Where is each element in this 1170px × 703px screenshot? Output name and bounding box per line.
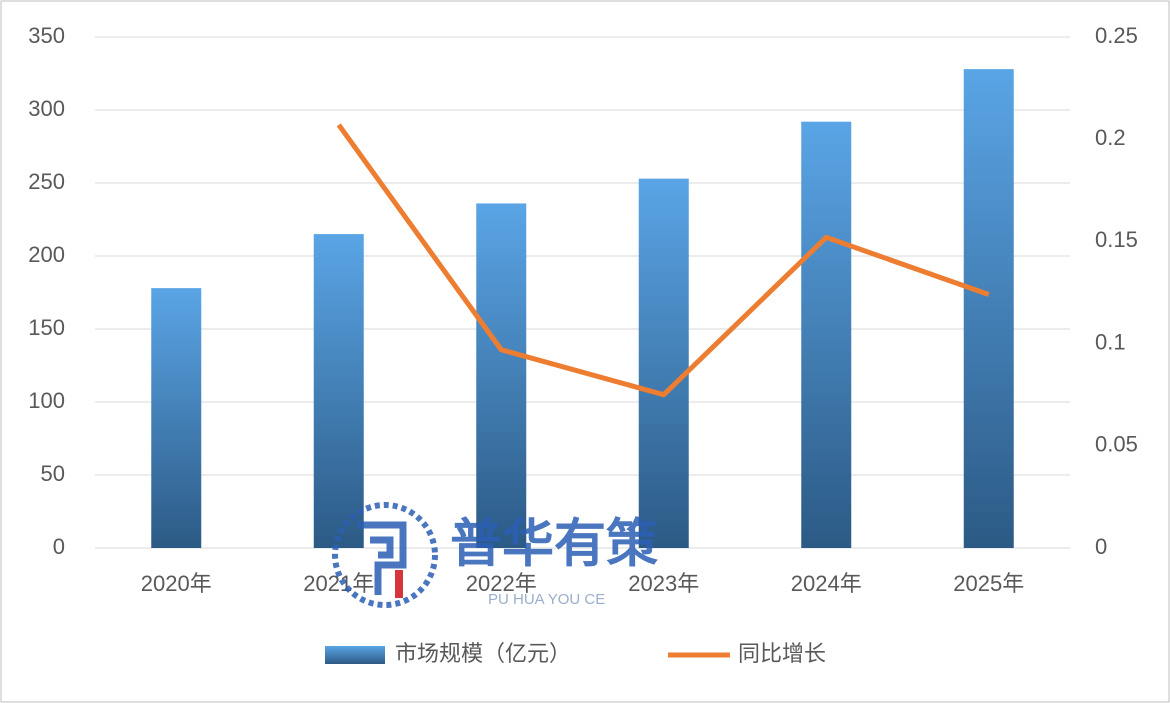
x-tick-label: 2025年 — [953, 571, 1024, 596]
y-tick-label: 250 — [28, 169, 65, 194]
bar — [313, 234, 364, 548]
watermark: 普华有策 PU HUA YOU CE — [332, 502, 658, 608]
y-tick-label: 0 — [53, 534, 65, 559]
x-tick-label: 2023年 — [628, 571, 699, 596]
y2-tick-label: 0.2 — [1095, 125, 1126, 150]
x-tick-label: 2024年 — [791, 571, 862, 596]
y-tick-label: 300 — [28, 96, 65, 121]
x-tick-label: 2020年 — [141, 571, 212, 596]
y-tick-label: 350 — [28, 23, 65, 48]
bar — [963, 69, 1014, 549]
bar — [476, 203, 527, 548]
y2-tick-label: 0.15 — [1095, 227, 1138, 252]
y-tick-label: 50 — [41, 461, 65, 486]
logo-ring — [332, 502, 438, 608]
x-tick-label: 2022年 — [466, 571, 537, 596]
y2-tick-label: 0.1 — [1095, 329, 1126, 354]
legend-label: 同比增长 — [738, 641, 826, 666]
y2-tick-label: 0 — [1095, 534, 1107, 559]
y2-tick-label: 0.25 — [1095, 23, 1138, 48]
y-tick-label: 100 — [28, 388, 65, 413]
logo-mark — [358, 521, 407, 595]
legend-label: 市场规模（亿元） — [395, 641, 571, 666]
y2-tick-label: 0.05 — [1095, 432, 1138, 457]
logo-accent — [395, 570, 403, 598]
line — [336, 123, 990, 398]
watermark-subtext: PU HUA YOU CE — [488, 591, 605, 608]
plot: 0 50 100 150 200 250 300 350 0 0.05 0.1 0.15 0.2 0.25… — [28, 23, 1138, 596]
bar — [801, 121, 852, 549]
y-tick-label: 200 — [28, 242, 65, 267]
bar — [638, 178, 689, 548]
bar — [151, 288, 202, 548]
legend-swatch — [325, 646, 385, 664]
y-tick-label: 150 — [28, 315, 65, 340]
watermark-text: 普华有策 — [450, 516, 658, 574]
